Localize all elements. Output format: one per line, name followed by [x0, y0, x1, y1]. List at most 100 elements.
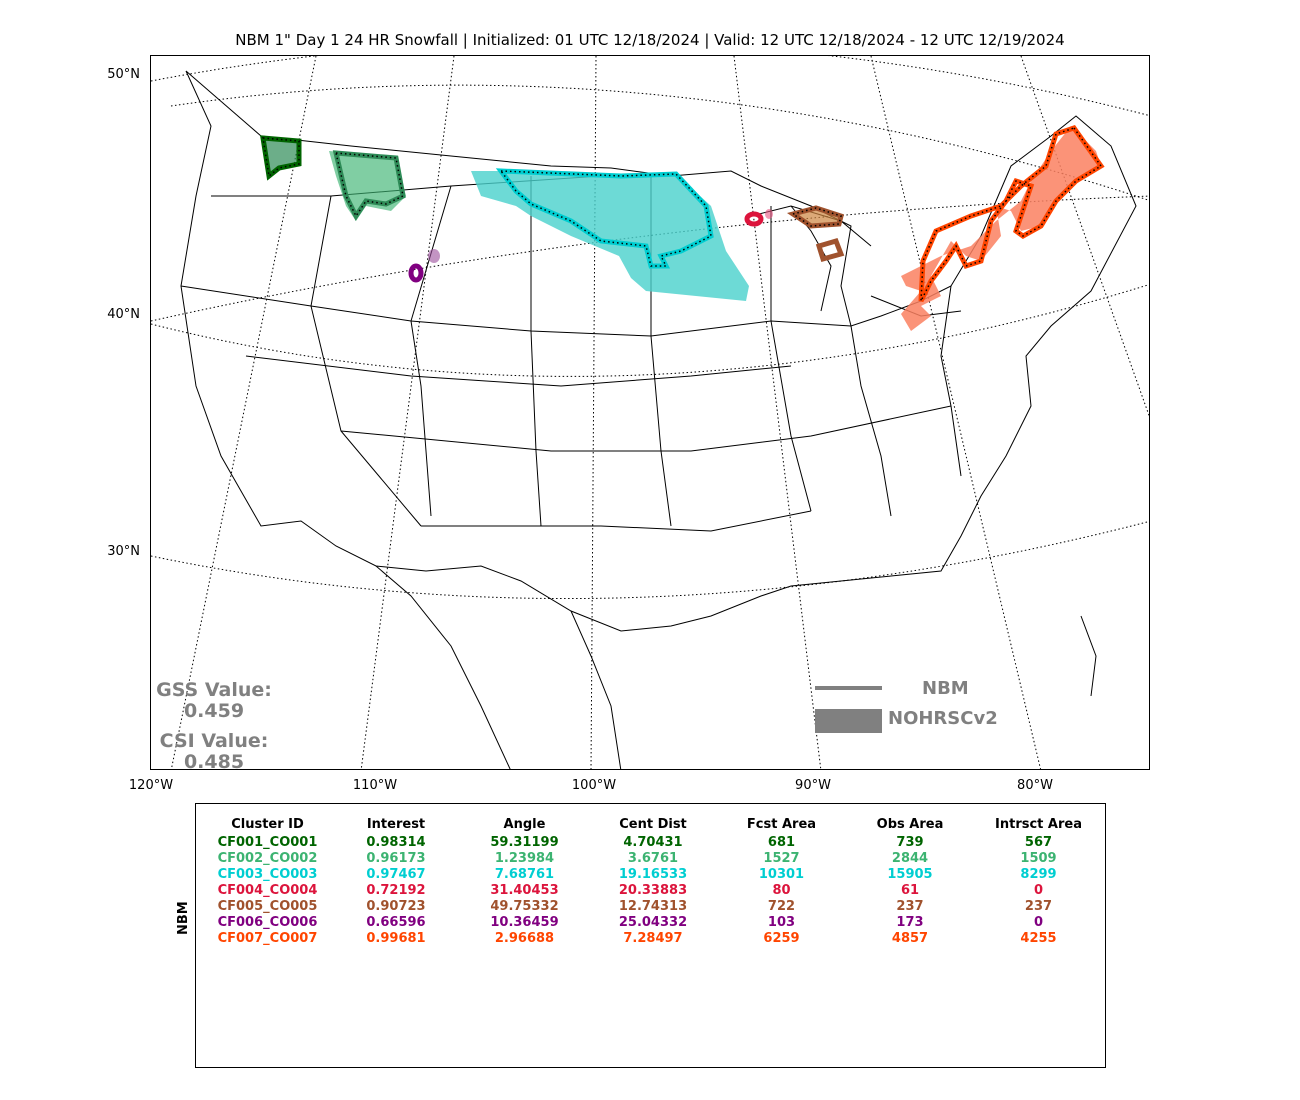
map-title: NBM 1" Day 1 24 HR Snowfall | Initialize… — [235, 31, 1065, 49]
legend-observed-label: NOHRSCv2 — [888, 708, 998, 729]
cell-fcst-area: 80 — [772, 882, 791, 898]
border-south — [421, 510, 812, 532]
header-angle: Angle — [503, 816, 546, 832]
lat-line-47n — [170, 84, 1149, 201]
cell-cluster-id: CF004_CO004 — [217, 882, 318, 898]
table-row: CF004_CO004 0.72192 31.40453 20.33883 80 61 0 — [195, 882, 1111, 898]
cell-intrsct-area: 0 — [1033, 914, 1044, 930]
table-body: CF001_CO001 0.98314 59.31199 4.70431 681 739 5… — [195, 834, 1111, 946]
gss-label: GSS Value: — [156, 679, 272, 701]
cell-angle: 31.40453 — [490, 882, 559, 898]
cell-fcst-area: 103 — [767, 914, 796, 930]
cell-interest: 0.98314 — [366, 834, 426, 850]
obs-area-cf007 — [901, 126, 1101, 331]
table-row: CF006_CO006 0.66596 10.36459 25.04332 103 173… — [195, 914, 1111, 930]
legend-observed-swatch — [815, 709, 882, 733]
cell-interest: 0.97467 — [366, 866, 426, 882]
cell-angle: 59.31199 — [490, 834, 559, 850]
gss-value: 0.459 — [183, 700, 245, 722]
header-cluster-id: Cluster ID — [231, 816, 304, 832]
cell-interest: 0.96173 — [366, 850, 426, 866]
intersect-cf005 — [791, 207, 842, 227]
cell-obs-area: 237 — [896, 898, 924, 914]
header-cent-dist: Cent Dist — [619, 816, 687, 832]
border-west-inner — [310, 195, 422, 527]
lon-label-100w: 100°W — [571, 778, 617, 793]
table-row: CF007_CO007 0.99681 2.96688 7.28497 6259 4857… — [195, 930, 1111, 946]
stats-table-frame — [195, 803, 1106, 1068]
border-central-2 — [245, 355, 792, 387]
lon-label-110w: 110°W — [352, 778, 398, 793]
header-obs-area: Obs Area — [876, 816, 944, 832]
cell-intrsct-area: 567 — [1024, 834, 1053, 850]
cell-fcst-area: 6259 — [763, 930, 800, 946]
cell-intrsct-area: 4255 — [1020, 930, 1057, 946]
cell-fcst-area: 1527 — [763, 850, 800, 866]
cell-angle: 10.36459 — [490, 914, 559, 930]
snowfall-map — [151, 56, 1149, 769]
csi-score: CSI Value: 0.485 — [150, 731, 278, 773]
cell-interest: 0.66596 — [366, 914, 426, 930]
cell-obs-area: 15905 — [887, 866, 933, 882]
lat-line-50n — [151, 56, 1149, 117]
lat-line-30n — [151, 520, 1149, 600]
border-plains-west — [530, 176, 542, 527]
cell-cent-dist: 19.16533 — [618, 866, 688, 882]
cell-cluster-id: CF003_CO003 — [217, 866, 318, 882]
cell-fcst-area: 10301 — [758, 866, 805, 882]
cluster-stats-table: Cluster ID Interest Angle Cent Dist Fcst… — [195, 814, 1111, 946]
cell-obs-area: 739 — [896, 834, 924, 850]
obs-area-cf001 — [263, 138, 299, 176]
lat-line-38n — [151, 284, 1149, 377]
table-row: CF002_CO002 0.96173 1.23984 3.6761 1527 2844 1… — [195, 850, 1111, 866]
lat-label-30n: 30°N — [107, 544, 140, 559]
obs-area-cf004 — [765, 209, 773, 219]
cell-intrsct-area: 0 — [1033, 882, 1044, 898]
table-header-row: Cluster ID Interest Angle Cent Dist Fcst… — [195, 814, 1111, 834]
cell-interest: 0.72192 — [366, 882, 426, 898]
cell-cent-dist: 4.70431 — [623, 834, 683, 850]
cell-angle: 2.96688 — [494, 930, 555, 946]
fcst-outline-cf005b — [815, 237, 845, 263]
cell-cluster-id: CF001_CO001 — [217, 834, 318, 850]
csi-label: CSI Value: — [159, 730, 269, 752]
cell-cent-dist: 12.74313 — [618, 898, 688, 914]
cell-obs-area: 2844 — [891, 850, 929, 866]
table-row: CF001_CO001 0.98314 59.31199 4.70431 681 739 5… — [195, 834, 1111, 850]
fcst-outline-cf001 — [260, 135, 302, 181]
map-panel — [150, 55, 1150, 770]
fcst-outline-cf007 — [918, 125, 1105, 303]
border-central-3 — [340, 405, 952, 452]
lon-label-80w: 80°W — [1017, 778, 1053, 793]
cell-obs-area: 4857 — [891, 930, 929, 946]
meridian-110w — [360, 56, 455, 769]
cell-interest: 0.99681 — [366, 930, 426, 946]
cell-cluster-id: CF005_CO005 — [217, 898, 318, 914]
border-east-2 — [940, 285, 962, 477]
cell-obs-area: 173 — [896, 914, 924, 930]
mexico-border-west — [375, 565, 511, 769]
table-row: CF003_CO003 0.97467 7.68761 19.16533 10301 15… — [195, 866, 1111, 882]
cell-cluster-id: CF006_CO006 — [217, 914, 318, 930]
cell-cent-dist: 20.33883 — [618, 882, 688, 898]
lon-label-120w: 120°W — [128, 778, 174, 793]
cell-fcst-area: 722 — [767, 898, 796, 914]
fcst-outline-cf002 — [332, 150, 406, 221]
snow-objects — [260, 125, 1105, 331]
cell-interest: 0.90723 — [366, 898, 426, 914]
cell-intrsct-area: 237 — [1024, 898, 1053, 914]
cell-angle: 1.23984 — [494, 850, 555, 866]
mexico-border-central — [570, 610, 622, 769]
header-fcst-area: Fcst Area — [746, 816, 817, 832]
lat-label-50n: 50°N — [107, 67, 140, 82]
lon-label-90w: 90°W — [795, 778, 831, 793]
cell-cent-dist: 25.04332 — [618, 914, 688, 930]
meridian-115w — [170, 56, 317, 769]
header-intrsct-area: Intrsct Area — [995, 816, 1082, 832]
table-side-label: NBM — [176, 901, 191, 935]
obs-area-cf006 — [428, 249, 440, 263]
legend-forecast-label: NBM — [922, 678, 969, 699]
cell-angle: 49.75332 — [490, 898, 559, 914]
cell-intrsct-area: 8299 — [1020, 866, 1057, 882]
fcst-outline-cf006 — [408, 263, 424, 283]
